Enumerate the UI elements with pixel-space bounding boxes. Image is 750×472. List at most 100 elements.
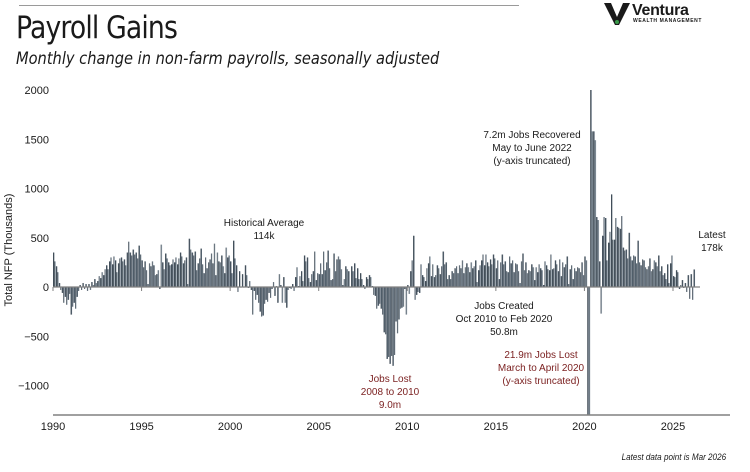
bar-1991-09 [82,283,84,287]
bar-edge [673,276,674,287]
bar-1996-10 [172,259,174,287]
bar-2024-11 [670,263,672,287]
bar-1998-08 [205,257,207,287]
bar-edge [500,262,501,288]
bar-2003-02 [284,287,287,303]
bar-2001-12 [264,287,266,304]
bar-2012-10 [456,266,458,287]
bar-2005-07 [327,250,329,287]
bar-edge [588,287,590,415]
bar-edge [354,263,355,287]
x-tick-label: 2020 [572,421,596,433]
bar-2000-02 [231,273,233,287]
bar-edge [380,287,382,309]
bar-1996-09 [171,264,173,287]
bar-2003-06 [290,287,293,289]
bar-edge [410,271,411,287]
bar-2016-09 [525,262,527,288]
bar-edge [187,284,188,287]
bar-edge [268,287,270,293]
bar-edge [414,287,416,300]
x-tick-label: 2000 [218,421,242,433]
bar-2018-11 [563,267,566,287]
bar-2018-07 [557,271,560,287]
bar-1994-02 [125,265,127,287]
bar-edge [215,275,216,287]
bar-edge [639,262,640,288]
bar-2015-03 [498,279,501,287]
bar-2010-04 [411,260,414,287]
footnote: Latest data point is Mar 2026 [621,452,726,462]
bar-edge [478,270,479,287]
annotation-line: 50.8m [490,327,518,338]
bar-2008-06 [379,287,381,304]
bar-edge [277,287,278,303]
bar-edge [228,255,230,287]
bar-2013-10 [473,266,476,287]
bar-edge [128,241,129,287]
bar-edge [280,285,281,287]
bar-edge [484,265,485,287]
bar-2016-10 [526,273,529,287]
bar-edge [143,267,144,287]
bar-edge [551,269,553,287]
bar-edge [661,266,662,287]
bar-edge [398,287,400,320]
bar-edge [569,269,571,287]
bar-2016-12 [529,271,532,287]
bar-edge [365,277,367,287]
bar-edge [95,283,97,287]
bar-edge [693,269,695,287]
bar-1992-12 [104,269,107,287]
bar-2009-07 [398,287,400,320]
bar-2015-07 [504,261,507,287]
bar-edge [259,287,261,312]
bar-edge [451,271,453,287]
bar-edge [154,275,156,287]
bar-2010-03 [410,271,412,287]
bar-2018-05 [554,260,557,287]
bar-2023-03 [640,265,642,287]
bar-1991-05 [76,287,78,297]
bar-edge [323,251,324,287]
bar-2004-03 [303,255,306,287]
bar-2025-10 [686,287,688,292]
bar-1996-05 [165,253,167,287]
bar-edge [557,271,559,287]
bar-1994-01 [123,259,126,287]
bar-edge [653,260,655,287]
bar-2007-12 [370,277,372,287]
bar-1990-07 [61,287,64,293]
bar-edge [566,256,568,287]
bar-1998-09 [206,268,208,287]
bar-edge [147,284,149,287]
bar-2018-09 [560,276,563,287]
bar-1990-08 [63,287,65,303]
bar-edge [221,255,222,287]
bar-edge [447,279,448,287]
bar-2023-06 [644,267,647,287]
bar-edge [271,287,273,289]
bar-1991-10 [84,287,86,289]
bar-edge [287,287,289,290]
bar-edge [634,256,636,287]
bar-edge [137,258,138,287]
bar-edge [224,273,225,287]
bar-2019-09 [578,268,580,287]
bar-1994-09 [135,252,138,287]
bar-edge [75,287,76,309]
bar-edge [333,253,335,287]
bar-edge [510,263,512,287]
bar-edge [295,277,296,287]
bar-edge [636,263,637,287]
bar-2014-01 [478,270,480,287]
bar-2006-04 [340,269,343,287]
bar-2008-11 [386,287,388,359]
bar-2022-01 [619,228,622,287]
bar-edge [684,283,686,287]
x-tick-label: 2010 [395,421,419,433]
bar-edge [525,262,526,288]
bar-edge [219,262,221,288]
bar-edge [55,266,57,287]
bar-edge [69,287,70,294]
